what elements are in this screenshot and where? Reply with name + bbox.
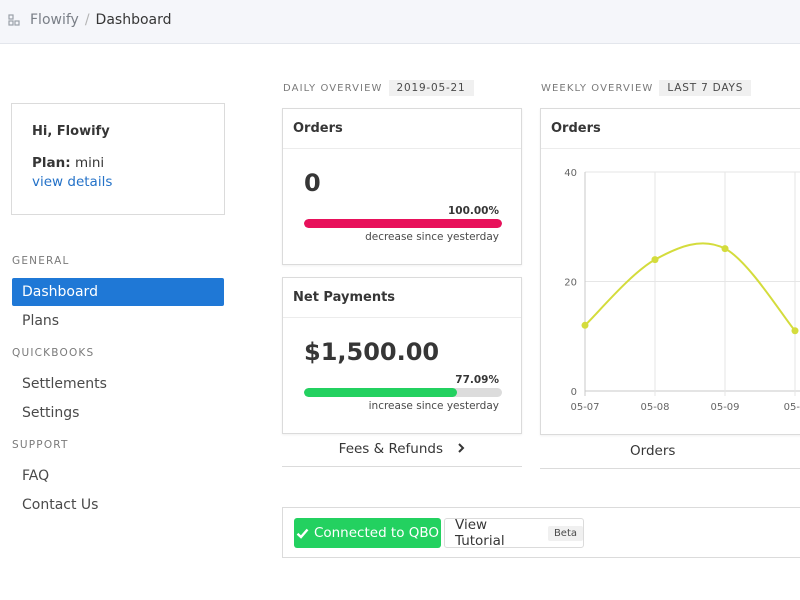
breadcrumb-app-link[interactable]: Flowify: [30, 12, 79, 28]
y-tick-label: 0: [571, 387, 577, 398]
daily-orders-caption: decrease since yesterday: [365, 231, 499, 243]
menu-item-settlements[interactable]: Settlements: [22, 376, 107, 392]
chevron-right-icon: [457, 441, 465, 457]
menu-item-dashboard[interactable]: Dashboard: [12, 278, 224, 306]
net-payments-caption: increase since yesterday: [368, 400, 499, 412]
net-payments-progress: [304, 388, 502, 397]
daily-orders-value: 0: [304, 169, 321, 197]
beta-badge: Beta: [547, 525, 583, 541]
net-payments-percent: 77.09%: [455, 374, 499, 386]
menu-label-quickbooks: QUICKBOOKS: [12, 347, 95, 359]
connected-to-qbo-button[interactable]: Connected to QBO: [294, 518, 441, 548]
menu-label-support: SUPPORT: [12, 439, 69, 451]
menu-item-contact-us[interactable]: Contact Us: [22, 497, 99, 513]
check-icon: [296, 527, 309, 540]
top-bar: Flowify / Dashboard: [0, 0, 800, 44]
daily-overview-header: DAILY OVERVIEW 2019-05-21: [283, 80, 474, 96]
data-point-05-07: [581, 321, 589, 329]
view-details-link[interactable]: view details: [32, 174, 113, 190]
weekly-orders-tab-label: Orders: [630, 443, 676, 459]
daily-overview-date: 2019-05-21: [388, 80, 474, 96]
greeting: Hi, Flowify: [32, 124, 110, 139]
net-payments-card: Net Payments $1,500.00 77.09% increase s…: [282, 277, 522, 434]
daily-orders-card: Orders 0 100.00% decrease since yesterda…: [282, 108, 522, 265]
net-payments-value: $1,500.00: [304, 338, 440, 366]
breadcrumb-separator: /: [84, 12, 90, 28]
net-payments-progress-fill: [304, 388, 457, 397]
daily-orders-progress-fill: [304, 219, 502, 228]
daily-orders-progress: [304, 219, 502, 228]
plan-info: Plan: mini: [32, 155, 204, 171]
data-point-05-09: [721, 245, 729, 253]
connected-to-qbo-label: Connected to QBO: [313, 525, 440, 541]
weekly-orders-tab[interactable]: Orders: [540, 439, 800, 469]
menu-item-plans[interactable]: Plans: [22, 313, 60, 329]
weekly-overview-title: WEEKLY OVERVIEW: [541, 82, 654, 94]
breadcrumb-current: Dashboard: [95, 12, 172, 28]
net-payments-title: Net Payments: [283, 278, 521, 318]
weekly-orders-card: Orders 0 20 40 05-07 05-08 05-09 05-1: [540, 108, 800, 435]
daily-orders-title: Orders: [283, 109, 521, 149]
weekly-overview-header: WEEKLY OVERVIEW LAST 7 DAYS: [541, 80, 752, 96]
weekly-overview-range: LAST 7 DAYS: [659, 80, 752, 96]
menu-label-general: GENERAL: [12, 255, 70, 267]
y-tick-label: 40: [564, 168, 577, 179]
breadcrumb: Flowify / Dashboard: [8, 12, 172, 28]
x-tick-label: 05-09: [710, 402, 739, 413]
fees-refunds-label: Fees & Refunds: [338, 441, 444, 457]
x-tick-label: 05-1: [784, 402, 800, 413]
plan-value: mini: [74, 155, 105, 171]
menu-item-settings[interactable]: Settings: [22, 405, 80, 421]
account-card: Hi, Flowify Plan: mini view details: [11, 103, 225, 215]
x-tick-label: 05-08: [640, 402, 669, 413]
weekly-orders-title: Orders: [541, 109, 800, 149]
menu-item-faq[interactable]: FAQ: [22, 468, 50, 484]
dashboard-icon: [8, 13, 22, 27]
daily-overview-title: DAILY OVERVIEW: [283, 82, 383, 94]
action-bar: Connected to QBO View Tutorial Beta: [282, 507, 800, 558]
data-point-05-08: [651, 256, 659, 264]
view-tutorial-label: View Tutorial: [455, 517, 505, 549]
y-tick-label: 20: [564, 278, 577, 289]
data-point-05-10: [791, 327, 799, 335]
view-tutorial-button[interactable]: View Tutorial Beta: [444, 517, 584, 549]
series-line-0: [584, 242, 796, 332]
x-tick-label: 05-07: [570, 402, 599, 413]
daily-orders-percent: 100.00%: [447, 205, 499, 217]
fees-refunds-tab[interactable]: Fees & Refunds: [282, 437, 522, 467]
weekly-orders-chart: 0 20 40 05-07 05-08 05-09 05-1: [564, 168, 800, 413]
plan-label: Plan:: [32, 155, 71, 171]
